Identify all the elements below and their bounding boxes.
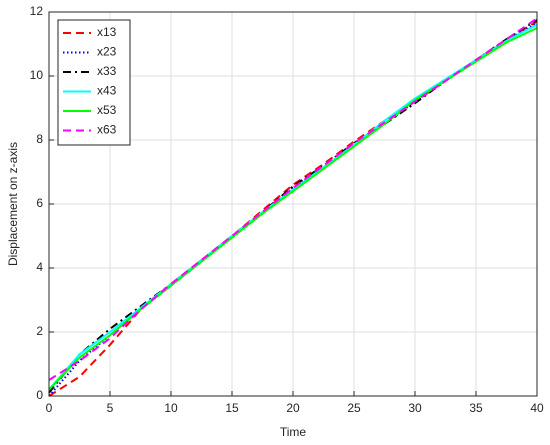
legend-label: x63 [97,123,117,137]
legend-label: x43 [97,84,117,98]
x-tick-label: 35 [469,401,483,415]
legend-label: x13 [97,25,117,39]
legend-box [57,19,131,146]
x-tick-label: 10 [164,401,178,415]
legend-label: x23 [97,45,117,59]
legend-label: x33 [97,64,117,78]
axes-box [48,11,538,397]
x-tick-label: 5 [107,401,114,415]
y-tick-label: 2 [36,324,43,338]
y-tick-label: 0 [36,388,43,402]
y-axis-label: Displacement on z-axis [6,142,20,266]
y-tick-label: 6 [36,196,43,210]
y-tick-label: 8 [36,132,43,146]
x-tick-label: 0 [46,401,53,415]
x-tick-label: 30 [408,401,422,415]
series-line [48,17,538,381]
x-tick-label: 20 [286,401,300,415]
x-tick-label: 40 [530,401,544,415]
series-line [48,19,538,394]
y-tick-label: 4 [36,260,43,274]
y-tick-label: 12 [30,4,44,18]
x-tick-label: 15 [225,401,239,415]
x-axis-label: Time [280,425,307,439]
y-tick-label: 10 [30,68,44,82]
x-tick-label: 25 [347,401,361,415]
legend-label: x53 [97,103,117,117]
